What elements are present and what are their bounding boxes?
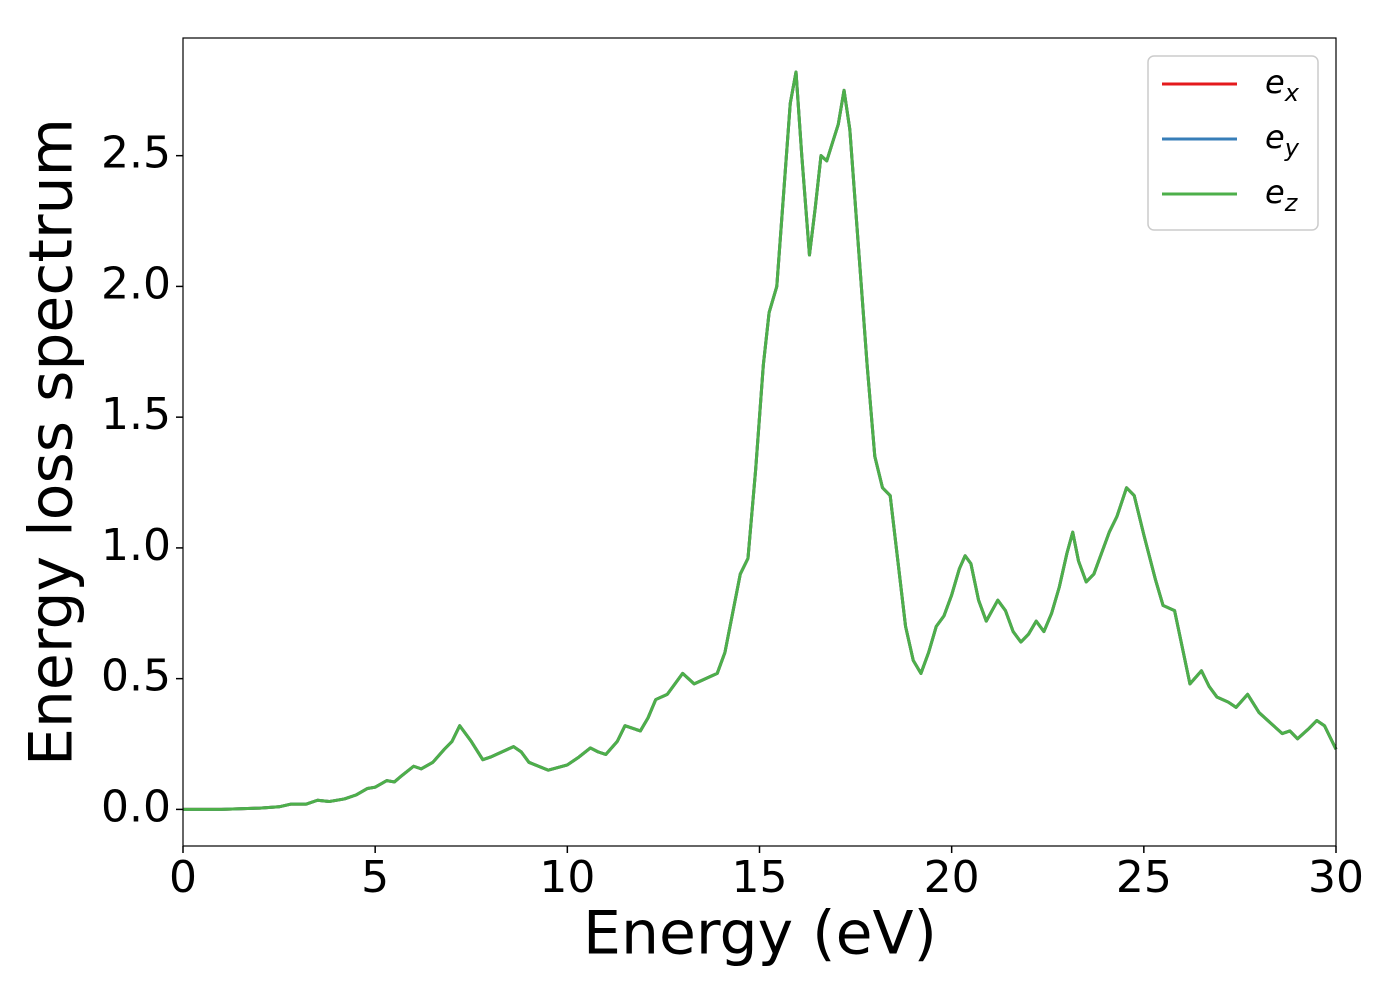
legend-label: ey [1265, 118, 1300, 162]
y-tick-label: 2.5 [101, 128, 171, 179]
y-tick-label: 0.5 [101, 651, 171, 702]
x-axis-label: Energy (eV) [583, 899, 937, 969]
legend-box [1147, 55, 1319, 231]
legend-label: ex [1265, 63, 1300, 107]
y-tick-label: 0.0 [101, 781, 171, 832]
x-tick-label: 20 [924, 852, 980, 903]
legend-label: ez [1265, 173, 1299, 217]
y-tick-label: 2.0 [101, 258, 171, 309]
plot-frame [182, 37, 1337, 847]
x-tick-label: 30 [1308, 852, 1364, 903]
x-tick-label: 10 [539, 852, 595, 903]
line-series [183, 70, 1338, 811]
x-tick-label: 5 [361, 852, 389, 903]
y-tick-label: 1.0 [101, 520, 171, 571]
y-axis-label: Energy loss spectrum [17, 118, 87, 766]
x-tick-label: 0 [169, 852, 197, 903]
y-tick-label: 1.5 [101, 389, 171, 440]
x-tick-label: 25 [1116, 852, 1172, 903]
x-tick-label: 15 [732, 852, 788, 903]
